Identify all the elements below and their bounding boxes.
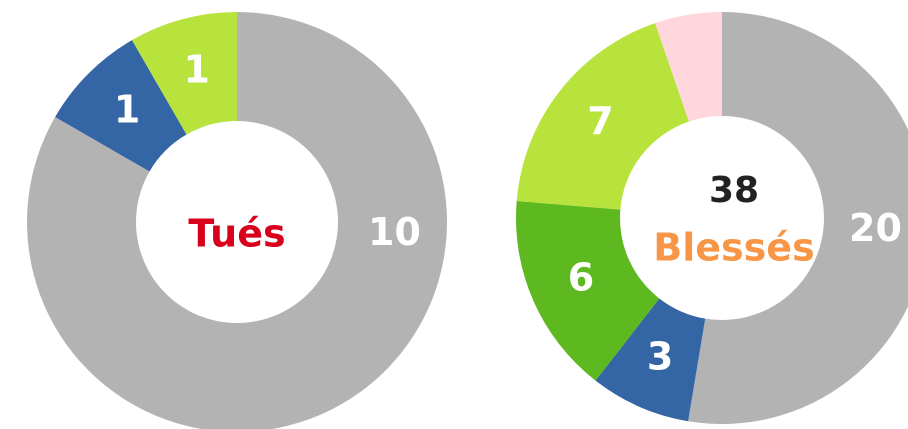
slice-label: 10 — [368, 210, 421, 254]
slice-label: 1 — [184, 47, 210, 91]
center-label: Tués — [188, 212, 285, 256]
donut-slice — [27, 12, 447, 429]
slice-label: 6 — [568, 255, 594, 299]
donut-slice — [516, 23, 689, 210]
center-label: Blessés — [653, 226, 814, 270]
donut-slice — [516, 200, 660, 381]
slice-label: 1 — [114, 88, 140, 132]
slice-label: 3 — [647, 335, 673, 379]
slice-label: 7 — [587, 99, 613, 143]
donut-slice — [55, 40, 187, 172]
center-total: 38 — [709, 170, 759, 211]
donut-slice — [655, 12, 722, 122]
donut-slice — [595, 298, 706, 422]
donut-slice — [688, 12, 908, 424]
slice-label: 20 — [849, 206, 902, 250]
donut-slice — [132, 12, 237, 135]
